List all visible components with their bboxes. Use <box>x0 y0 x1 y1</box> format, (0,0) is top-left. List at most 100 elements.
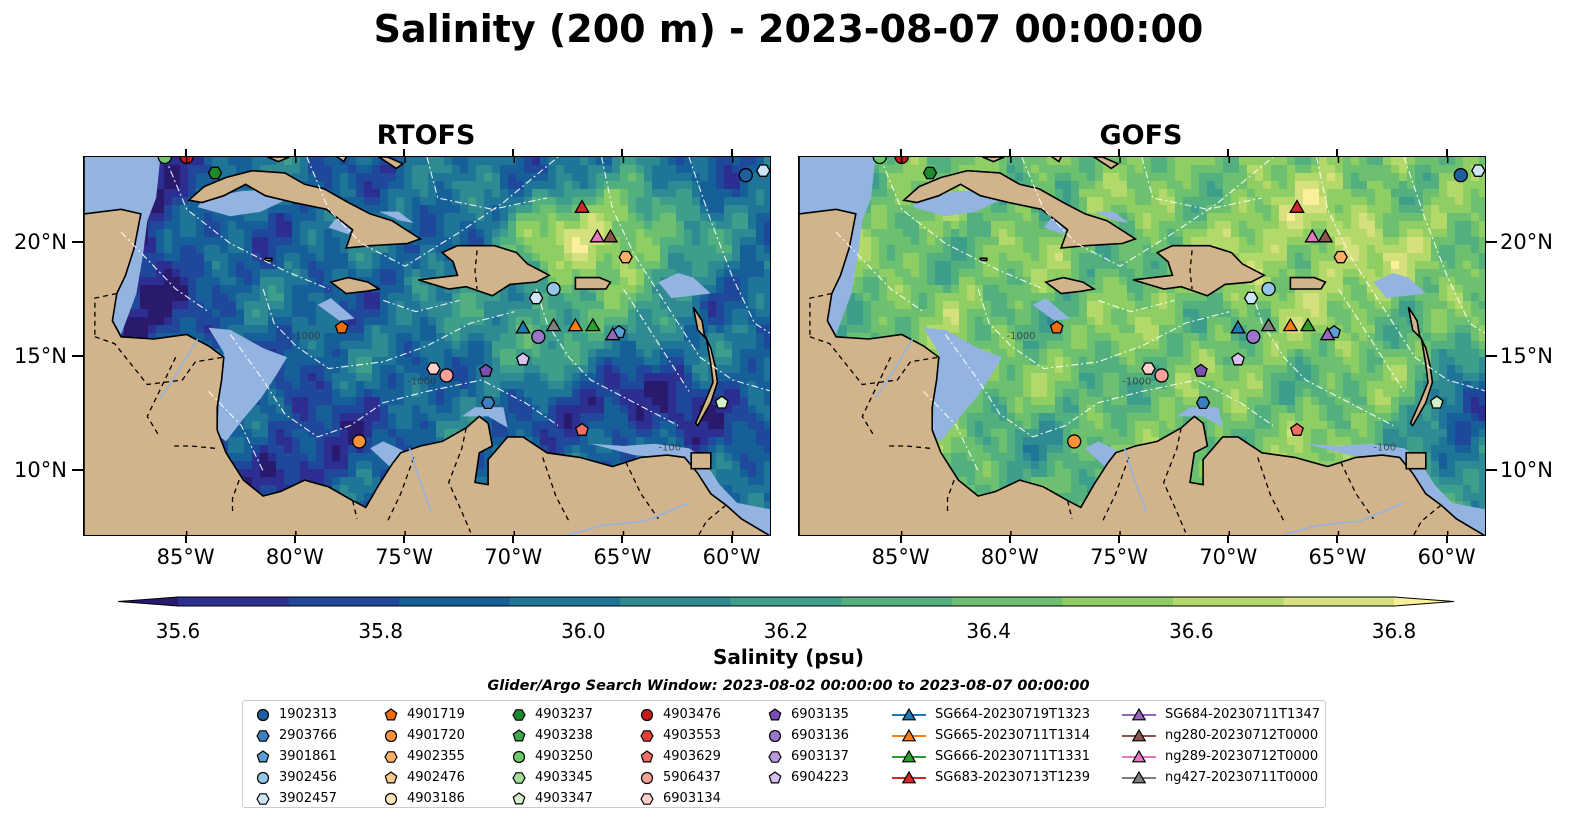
rtofs-marker-6904223[interactable] <box>516 352 530 366</box>
hexagon-marker-icon <box>512 708 526 721</box>
rtofs-marker-5906437[interactable] <box>439 368 454 383</box>
rtofs-marker-3902457[interactable] <box>528 291 544 305</box>
triangle-marker-icon <box>1122 749 1156 762</box>
rtofs-marker-6903134[interactable] <box>426 362 441 375</box>
y-tick-label-left: 10°N <box>14 458 67 482</box>
rtofs-marker-SG666-20230711T1331[interactable] <box>584 317 601 332</box>
legend-item-label: ng289-20230712T0000 <box>1165 749 1319 764</box>
gofs-marker-2903766[interactable] <box>1195 396 1211 410</box>
triangle-marker-icon <box>1122 728 1156 741</box>
rtofs-marker-ng289-20230712T0000[interactable] <box>589 228 606 243</box>
legend-item: 4903345 <box>511 767 593 788</box>
gofs-marker-6903135[interactable] <box>1193 363 1208 377</box>
legend-item-label: 4903186 <box>407 791 465 806</box>
gofs-marker-4902355[interactable] <box>1333 250 1348 264</box>
legend-item-label: SG664-20230719T1323 <box>935 707 1091 722</box>
gofs-contour-label: -100 <box>1373 443 1396 454</box>
gofs-marker-SG683-20230713T1239[interactable] <box>1289 199 1305 213</box>
rtofs-marker-SG664-20230719T1323[interactable] <box>515 319 531 334</box>
gofs-marker-4901719[interactable] <box>1049 320 1064 334</box>
rtofs-marker-SG684-20230711T1347[interactable] <box>604 326 621 341</box>
gofs-marker-3902457[interactable] <box>1243 291 1259 305</box>
pentagon-marker-icon <box>384 707 398 720</box>
gofs-marker-SG664-20230719T1323[interactable] <box>1230 319 1246 334</box>
rtofs-marker-3902457[interactable] <box>756 164 770 177</box>
rtofs-marker-6903135[interactable] <box>478 363 493 377</box>
rtofs-land-jamaica <box>328 276 382 295</box>
pentagon-marker-icon <box>512 728 526 741</box>
rtofs-map-svg: -1000 -100 -1000 <box>84 157 770 535</box>
gofs-salinity-map[interactable]: -1000 -100 -1000 <box>798 156 1486 536</box>
rtofs-marker-4901719[interactable] <box>334 320 349 334</box>
gofs-marker-4903250[interactable] <box>872 157 887 165</box>
gofs-marker-1902313[interactable] <box>1453 168 1468 183</box>
colorbar-segment <box>399 597 511 606</box>
gofs-marker-5906437[interactable] <box>1154 368 1169 383</box>
y-tick-mark-right <box>1486 241 1497 244</box>
rtofs-marker-4901720[interactable] <box>352 434 367 449</box>
hexagon-marker-icon <box>256 792 270 805</box>
gofs-x-tick-label: 75°W <box>1090 545 1149 569</box>
rtofs-marker-3902456[interactable] <box>546 281 561 297</box>
y-tick-label-right: 10°N <box>1500 458 1553 482</box>
legend-item-label: 6903136 <box>791 728 849 743</box>
rtofs-marker-4903237[interactable] <box>207 166 223 180</box>
colorbar-tick-label: 35.8 <box>358 619 403 643</box>
rtofs-marker-4903250[interactable] <box>157 157 172 165</box>
gofs-land-centralAmerica <box>799 157 1485 535</box>
legend-item-label: 3902457 <box>279 791 337 806</box>
gofs-marker-3902457[interactable] <box>1471 164 1485 177</box>
gofs-marker-4903629[interactable] <box>1290 422 1304 436</box>
gofs-marker-4903347[interactable] <box>1429 395 1444 409</box>
rtofs-x-tick-mark <box>512 536 515 543</box>
gofs-marker-SG666-20230711T1331[interactable] <box>1299 317 1316 332</box>
rtofs-marker-6903136[interactable] <box>531 329 546 344</box>
gofs-marker-4903237[interactable] <box>922 166 938 180</box>
rtofs-land-cuba <box>187 169 423 249</box>
rtofs-x-tick-label: 75°W <box>375 545 434 569</box>
rtofs-salinity-map[interactable]: -1000 -100 -1000 <box>83 156 771 536</box>
gofs-marker-ng289-20230712T0000[interactable] <box>1304 228 1321 243</box>
triangle-marker-icon <box>1122 770 1156 783</box>
colorbar-tick-label: 36.8 <box>1371 619 1417 643</box>
circle-marker-icon <box>384 729 398 742</box>
circle-marker-icon <box>640 771 654 784</box>
legend-item: SG664-20230719T1323 <box>891 704 1090 725</box>
rtofs-marker-ng280-20230712T0000[interactable] <box>602 228 619 243</box>
colorbar-segment <box>620 597 732 606</box>
gofs-marker-6903136[interactable] <box>1246 329 1261 344</box>
y-tick-label-left: 20°N <box>14 230 67 255</box>
gofs-x-tick-mark <box>1227 536 1230 543</box>
gofs-marker-3902456[interactable] <box>1261 281 1276 297</box>
gofs-x-tick-mark-top <box>1336 149 1339 156</box>
rtofs-marker-1902313[interactable] <box>738 168 753 183</box>
rtofs-marker-ng427-20230711T0000[interactable] <box>545 317 562 332</box>
legend-item: 4903186 <box>383 788 465 809</box>
rtofs-marker-4902355[interactable] <box>618 250 633 264</box>
gofs-marker-6904223[interactable] <box>1231 352 1245 366</box>
gofs-marker-ng280-20230712T0000[interactable] <box>1317 228 1334 243</box>
colorbar-tick-label: 36.6 <box>1169 619 1214 643</box>
triangle-marker-icon <box>892 728 926 741</box>
gofs-x-tick-mark-top <box>1227 149 1230 156</box>
rtofs-marker-2903766[interactable] <box>480 396 496 410</box>
legend: 1902313 2903766 3901861 3902456 3902457 49017… <box>242 700 1326 808</box>
gofs-marker-SG665-20230711T1314[interactable] <box>1282 317 1299 332</box>
gofs-marker-SG684-20230711T1347[interactable] <box>1319 326 1336 341</box>
rtofs-x-tick-mark <box>621 536 624 543</box>
gofs-marker-6903134[interactable] <box>1141 362 1156 375</box>
gofs-x-tick-mark <box>1445 536 1448 543</box>
legend-item: 4903629 <box>639 746 721 767</box>
rtofs-land-puertoRico <box>574 276 612 290</box>
legend-item: SG683-20230713T1239 <box>891 767 1090 788</box>
rtofs-marker-4903629[interactable] <box>575 422 589 436</box>
rtofs-marker-SG665-20230711T1314[interactable] <box>567 317 584 332</box>
legend-item: 4902476 <box>383 767 465 788</box>
gofs-x-tick-label: 80°W <box>980 545 1039 569</box>
legend-item: 4903237 <box>511 704 593 725</box>
pentagon-marker-icon <box>768 707 782 720</box>
gofs-marker-4901720[interactable] <box>1067 434 1082 449</box>
rtofs-marker-4903347[interactable] <box>714 395 729 409</box>
rtofs-marker-SG683-20230713T1239[interactable] <box>574 199 590 213</box>
gofs-marker-ng427-20230711T0000[interactable] <box>1260 317 1277 332</box>
